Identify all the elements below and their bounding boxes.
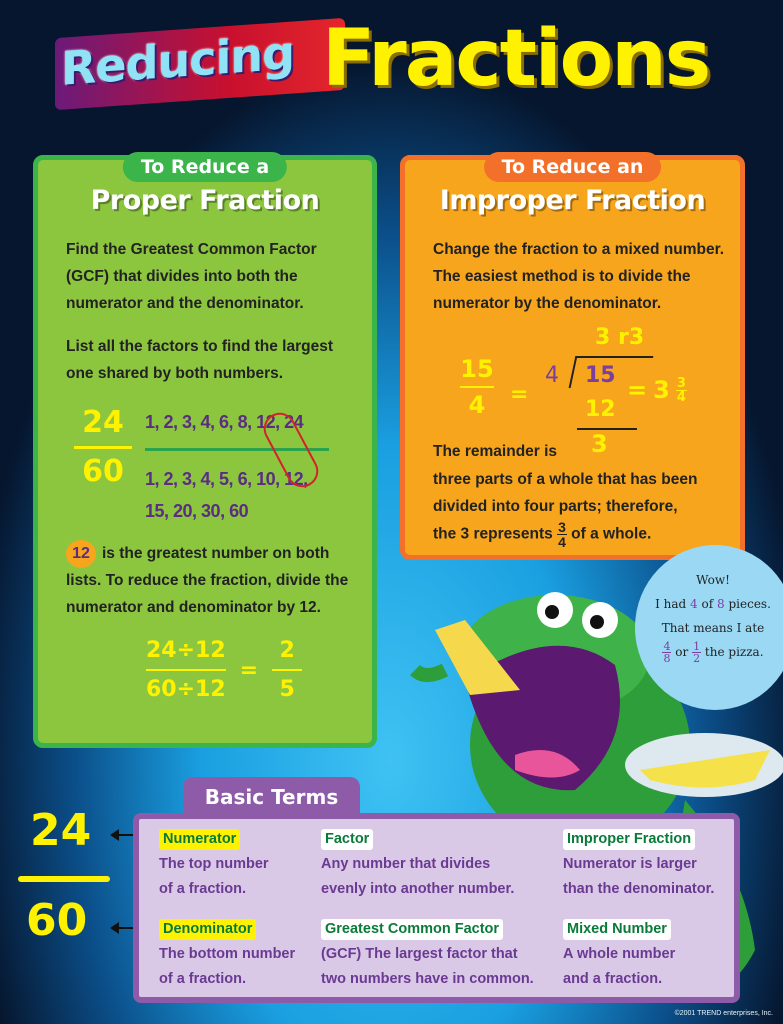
mixed-num: 3: [675, 375, 687, 391]
equals: =: [239, 657, 259, 683]
improper-p2a: The remainder is: [433, 443, 558, 460]
term-gcf: Greatest Common Factor (GCF) The largest …: [321, 919, 534, 987]
equals-2: =: [627, 376, 648, 404]
denominator: 60: [82, 454, 124, 489]
proper-heading: Proper Fraction: [90, 185, 320, 216]
proper-p3: is the greatest number on both lists. To…: [66, 545, 349, 616]
improper-heading: Improper Fraction: [439, 185, 706, 216]
basic-terms-panel: Numerator The top number of a fraction. Fa…: [133, 813, 740, 1003]
side-numerator: 24: [30, 805, 92, 856]
term-factor: Factor Any number that divides evenly into…: [321, 829, 515, 897]
term-improper-fraction: Improper Fraction Numerator is larger than…: [563, 829, 715, 897]
frac-num: 15: [460, 355, 494, 383]
term-mixed-number: Mixed Number A whole number and a fraction…: [563, 919, 676, 987]
basic-terms-tab: Basic Terms: [183, 777, 360, 819]
title-reducing: Reducing: [61, 25, 295, 96]
improper-pill: To Reduce an: [483, 152, 662, 182]
divider-line: [145, 448, 329, 451]
speech-bubble: Wow! I had 4 of 8 pieces. That means I a…: [635, 545, 783, 710]
factors-24: 1, 2, 3, 4, 6, 8, 12, 24: [145, 412, 304, 432]
frac-den: 4: [468, 391, 486, 419]
title-fractions: Fractions: [322, 14, 711, 104]
arrowhead-icon: [110, 829, 119, 841]
bubble-line2: I had 4 of 8 pieces.: [655, 597, 771, 611]
equals-1: =: [510, 382, 529, 407]
proper-p1: Find the Greatest Common Factor (GCF) th…: [66, 241, 317, 312]
subtract: 12: [585, 397, 616, 422]
p3b: of a whole.: [571, 525, 652, 543]
factors-60-line2: 15, 20, 30, 60: [145, 501, 249, 521]
remainder: 3: [591, 430, 608, 458]
improper-p1: Change the fraction to a mixed number. T…: [433, 241, 725, 312]
dividend: 15: [585, 363, 616, 388]
copyright: ©2001 TREND enterprises, Inc.: [674, 1010, 773, 1017]
eq-denominator: 60÷12: [146, 677, 226, 702]
bubble-line3: That means I ate: [661, 621, 765, 635]
bubble-wow: Wow!: [696, 573, 730, 587]
result-numerator: 2: [279, 638, 295, 663]
arrowhead-icon: [110, 922, 119, 934]
gcf-badge: 12: [66, 540, 96, 568]
factors-60: 1, 2, 3, 4, 5, 6, 10, 12, 15, 20, 30, 60: [145, 463, 308, 527]
numerator: 24: [82, 405, 124, 440]
p3a: the 3 represents: [433, 525, 553, 543]
fraction-24-60: 24 60: [74, 408, 132, 487]
p3-den: 4: [558, 534, 566, 550]
fraction-15-4: 15 4: [460, 357, 494, 417]
mixed-whole: 3: [653, 376, 670, 404]
quotient: 3 r3: [595, 325, 645, 350]
title-banner: Reducing: [55, 17, 345, 111]
reduction-equation: 24÷12 60÷12 = 2 5: [146, 638, 303, 702]
divisor: 4: [545, 363, 559, 388]
improper-p2b: three parts of a whole that has been div…: [433, 471, 698, 515]
mixed-den: 4: [676, 389, 686, 405]
term-numerator: Numerator The top number of a fraction.: [159, 829, 269, 897]
proper-pill: To Reduce a: [122, 152, 288, 182]
factors-60-line1: 1, 2, 3, 4, 5, 6, 10, 12,: [145, 469, 308, 489]
subtract-line: [577, 428, 637, 430]
proper-p2: List all the factors to find the largest…: [66, 338, 333, 382]
term-denominator: Denominator The bottom number of a fractio…: [159, 919, 296, 987]
result-denominator: 5: [279, 677, 295, 702]
eq-numerator: 24÷12: [146, 638, 226, 663]
side-denominator: 60: [26, 895, 88, 946]
improper-fraction-panel: To Reduce an Improper Fraction Change th…: [400, 152, 745, 560]
side-fraction-bar: [18, 876, 110, 882]
p3-num: 3: [557, 519, 567, 535]
pizza-slice: [435, 620, 520, 695]
proper-fraction-panel: To Reduce a Proper Fraction Find the Gre…: [33, 152, 377, 748]
